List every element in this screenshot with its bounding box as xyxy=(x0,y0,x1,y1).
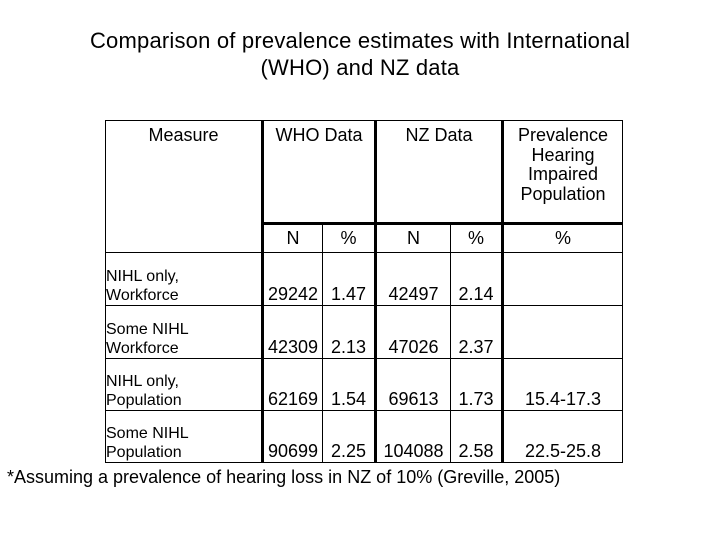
cell-nz-n: 47026 xyxy=(374,305,451,359)
header-who-data: WHO Data xyxy=(261,120,376,225)
slide-title-line2: (WHO) and NZ data xyxy=(260,55,460,80)
cell-who-n: 62169 xyxy=(261,358,323,411)
subheader-nz-n: N xyxy=(374,223,451,253)
measure-line: Population xyxy=(106,392,182,409)
table-row: NIHL only, Population 62169 1.54 69613 1… xyxy=(105,358,623,411)
cell-who-pct: 2.13 xyxy=(322,305,376,359)
header-nz-data: NZ Data xyxy=(374,120,503,225)
cell-prevalence-pct xyxy=(501,252,623,306)
cell-who-n: 29242 xyxy=(261,252,323,306)
cell-measure: Some NIHL Population xyxy=(105,410,263,463)
slide-title-line1: Comparison of prevalence estimates with … xyxy=(89,28,631,53)
measure-line: Workforce xyxy=(106,340,179,357)
measure-line: Some NIHL xyxy=(106,321,189,338)
measure-line: NIHL only, xyxy=(106,268,179,285)
measure-line: NIHL only, xyxy=(106,373,179,390)
measure-line: Population xyxy=(106,444,182,461)
subheader-nz-pct: % xyxy=(450,223,503,253)
table-row: Some NIHL Workforce 42309 2.13 47026 2.3… xyxy=(105,305,623,359)
slide-title: Comparison of prevalence estimates with … xyxy=(0,27,720,81)
cell-nz-n: 104088 xyxy=(374,410,451,463)
cell-prevalence-pct xyxy=(501,305,623,359)
comparison-table: Measure WHO Data NZ Data Prevalence Hear… xyxy=(105,120,623,463)
header-measure: Measure xyxy=(105,120,263,253)
cell-measure: NIHL only, Workforce xyxy=(105,252,263,306)
cell-who-n: 90699 xyxy=(261,410,323,463)
cell-who-n: 42309 xyxy=(261,305,323,359)
cell-nz-n: 69613 xyxy=(374,358,451,411)
cell-measure: NIHL only, Population xyxy=(105,358,263,411)
subheader-prevalence-pct: % xyxy=(501,223,623,253)
cell-who-pct: 1.47 xyxy=(322,252,376,306)
cell-nz-n: 42497 xyxy=(374,252,451,306)
header-prevalence: Prevalence Hearing Impaired Population xyxy=(501,120,623,225)
cell-who-pct: 2.25 xyxy=(322,410,376,463)
cell-who-pct: 1.54 xyxy=(322,358,376,411)
cell-measure: Some NIHL Workforce xyxy=(105,305,263,359)
cell-nz-pct: 1.73 xyxy=(450,358,503,411)
subheader-who-pct: % xyxy=(322,223,376,253)
cell-nz-pct: 2.58 xyxy=(450,410,503,463)
subheader-who-n: N xyxy=(261,223,323,253)
header-row-groups: Measure WHO Data NZ Data Prevalence Hear… xyxy=(105,120,623,253)
table-row: NIHL only, Workforce 29242 1.47 42497 2.… xyxy=(105,252,623,306)
table-row: Some NIHL Population 90699 2.25 104088 2… xyxy=(105,410,623,463)
footnote: *Assuming a prevalence of hearing loss i… xyxy=(7,467,561,487)
cell-nz-pct: 2.37 xyxy=(450,305,503,359)
cell-nz-pct: 2.14 xyxy=(450,252,503,306)
cell-prevalence-pct: 15.4-17.3 xyxy=(501,358,623,411)
measure-line: Some NIHL xyxy=(106,425,189,442)
measure-line: Workforce xyxy=(106,287,179,304)
header-row-units: N % N % % xyxy=(106,223,623,253)
cell-prevalence-pct: 22.5-25.8 xyxy=(501,410,623,463)
